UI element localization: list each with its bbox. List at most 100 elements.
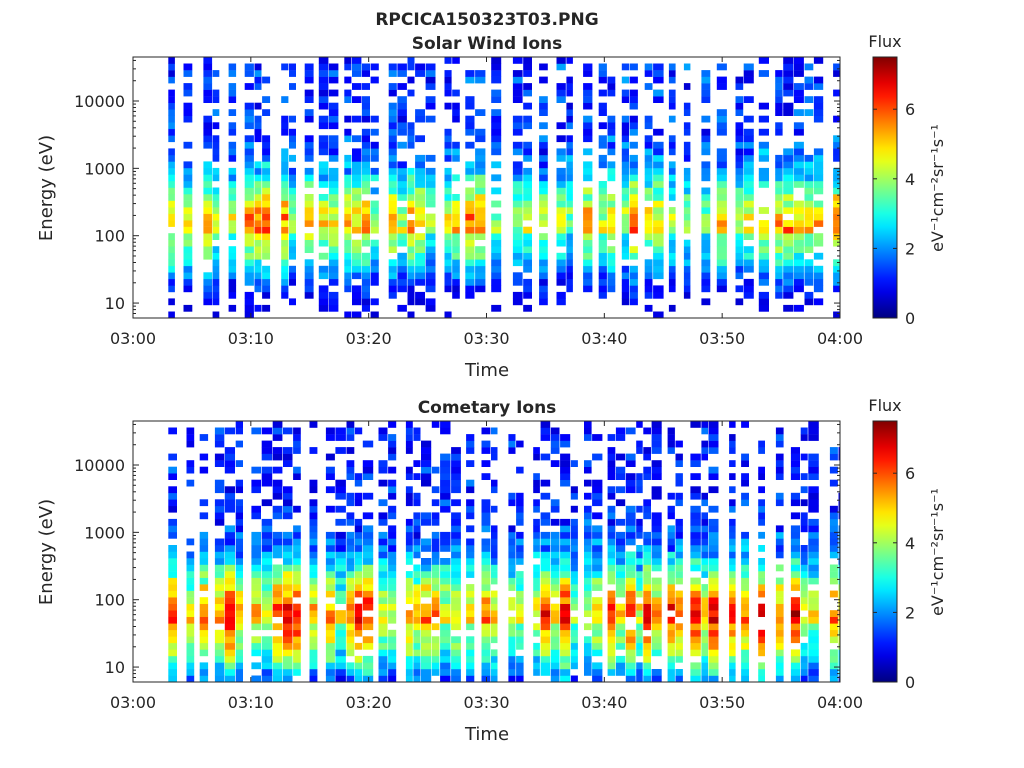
heatmap-cell: [644, 304, 653, 312]
heatmap-cell: [214, 518, 225, 526]
heatmap-cell: [729, 623, 736, 631]
heatmap-cell: [668, 233, 676, 240]
heatmap-cell: [813, 207, 824, 214]
heatmap-cell: [388, 135, 397, 143]
heatmap-cell: [425, 76, 436, 84]
heatmap-cell: [516, 616, 524, 624]
heatmap-cell: [716, 122, 727, 130]
heatmap-cell: [651, 434, 662, 441]
heatmap-cell: [413, 551, 421, 559]
heatmap-cell: [512, 167, 523, 175]
heatmap-cell: [783, 207, 794, 214]
heatmap-cell: [508, 655, 516, 663]
heatmap-cell: [304, 148, 314, 156]
heatmap-cell: [653, 220, 664, 227]
heatmap-cell: [708, 421, 719, 428]
heatmap-cell: [388, 479, 397, 487]
heatmap-cell: [615, 669, 626, 676]
heatmap-cell: [690, 460, 701, 467]
heatmap-cell: [405, 545, 413, 552]
heatmap-cell: [378, 571, 388, 578]
heatmap-cell: [346, 538, 355, 546]
heatmap-cell: [421, 642, 432, 650]
heatmap-cell: [625, 525, 636, 533]
heatmap-cell: [508, 603, 516, 611]
heatmap-cell: [783, 226, 794, 234]
heatmap-cell: [808, 460, 819, 467]
heatmap-cell: [758, 531, 765, 539]
heatmap-cell: [808, 525, 819, 533]
heatmap-cell: [636, 551, 643, 559]
heatmap-cell: [325, 434, 335, 441]
heatmap-cell: [388, 115, 397, 123]
x-tick-label: 03:40: [581, 693, 627, 712]
heatmap-cell: [466, 525, 475, 533]
heatmap-cell: [354, 492, 363, 500]
heatmap-cell: [793, 226, 804, 234]
x-tick-label: 03:20: [346, 693, 392, 712]
heatmap-cell: [212, 109, 220, 116]
heatmap-cell: [491, 57, 502, 64]
heatmap-cell: [415, 115, 425, 123]
heatmap-cell: [708, 434, 719, 441]
heatmap-cell: [272, 492, 283, 500]
heatmap-cell: [199, 538, 209, 546]
heatmap-cell: [425, 187, 436, 195]
heatmap-cell: [813, 181, 824, 188]
heatmap-cell: [289, 239, 296, 247]
heatmap-cell: [244, 252, 254, 260]
heatmap-cell: [415, 109, 425, 116]
heatmap-cell: [168, 675, 177, 683]
heatmap-cell: [168, 57, 175, 64]
colorbar-tick-label: 0: [905, 673, 915, 692]
heatmap-cell: [716, 200, 727, 208]
heatmap-cell: [425, 213, 436, 221]
heatmap-cell: [481, 558, 491, 565]
heatmap-cell: [283, 590, 293, 598]
heatmap-cell: [716, 76, 727, 84]
heatmap-cell: [309, 675, 318, 683]
heatmap-cell: [615, 473, 626, 480]
heatmap-cell: [584, 545, 592, 552]
heatmap-cell: [304, 109, 314, 116]
heatmap-cell: [808, 655, 819, 663]
heatmap-cell: [444, 252, 452, 260]
heatmap-cell: [244, 278, 254, 286]
heatmap-cell: [775, 623, 784, 631]
heatmap-cell: [804, 265, 814, 273]
heatmap-cell: [444, 148, 452, 156]
heatmap-cell: [592, 629, 603, 637]
heatmap-cell: [833, 239, 840, 247]
heatmap-cell: [283, 597, 293, 604]
heatmap-cell: [283, 505, 293, 513]
heatmap-cell: [361, 135, 370, 143]
heatmap-cell: [592, 564, 603, 572]
heatmap-cell: [183, 272, 193, 280]
heatmap-cell: [716, 259, 727, 267]
heatmap-cell: [808, 427, 819, 435]
heatmap-cell: [388, 447, 397, 454]
heatmap-cell: [833, 115, 840, 123]
heatmap-cell: [833, 181, 840, 188]
colorbar-gradient: [873, 421, 897, 682]
heatmap-cell: [550, 623, 560, 631]
heatmap-cell: [584, 551, 592, 559]
heatmap-cell: [281, 63, 289, 71]
heatmap-cell: [228, 207, 237, 214]
heatmap-cell: [675, 531, 683, 539]
heatmap-cell: [212, 207, 220, 214]
heatmap-cell: [508, 571, 516, 578]
heatmap-cell: [729, 518, 736, 526]
heatmap-cell: [690, 551, 701, 559]
heatmap-cell: [293, 466, 301, 474]
heatmap-cell: [629, 174, 638, 182]
heatmap-cell: [425, 200, 436, 208]
heatmap-cell: [289, 213, 296, 221]
y-tick-label: 10000: [74, 456, 125, 475]
heatmap-cell: [261, 597, 273, 604]
heatmap-cell: [800, 545, 808, 552]
heatmap-cell: [539, 135, 548, 143]
heatmap-cell: [325, 629, 335, 637]
heatmap-cell: [421, 518, 432, 526]
heatmap-cell: [407, 252, 415, 260]
